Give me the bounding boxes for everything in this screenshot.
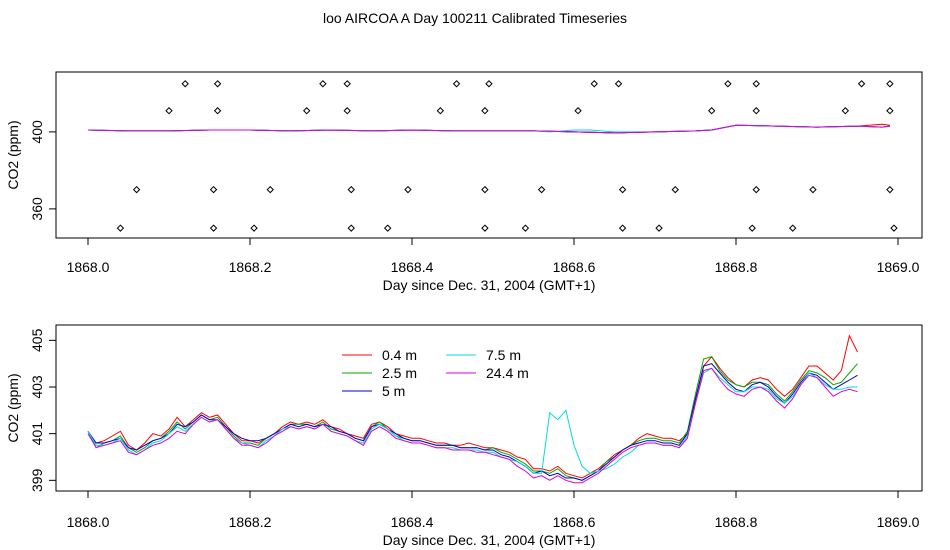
panel-1-x-tick-label: 1869.0: [877, 259, 920, 275]
panel-1-y-tick-label: 360: [29, 197, 45, 221]
panel-1-diamond-point: [886, 185, 894, 194]
legend-label: 2.5 m: [382, 365, 417, 381]
panel-1-diamond-point: [165, 107, 173, 115]
panel-2: 1868.0 1868.2 1868.4 1868.6 1868.8 1869.0 399…: [5, 324, 923, 548]
panel-1-diamond-point: [209, 185, 218, 194]
panel-1-x-tick-label: 1868.2: [229, 259, 272, 275]
panel-2-series-line-4: [87, 367, 858, 484]
panel-2-x-tick-label: 1868.8: [715, 514, 758, 530]
panel-1-diamond-point: [537, 185, 546, 194]
panel-1-series-lines: [87, 123, 890, 134]
legend-label: 5 m: [382, 383, 405, 399]
panel-1-diamond-point: [481, 185, 489, 194]
panel-1-diamond-point: [404, 185, 412, 194]
panel-1-x-tick-label: 1868.4: [391, 259, 434, 275]
panel-2-x-tick-label: 1868.4: [391, 514, 434, 530]
panel-2-x-axis-label: Day since Dec. 31, 2004 (GMT+1): [383, 532, 596, 548]
panel-1-diamond-point: [724, 80, 732, 88]
panel-1-diamond-point: [748, 224, 756, 232]
panel-2-y-tick-label: 401: [29, 422, 45, 446]
panel-1-x-tick-label: 1868.0: [67, 259, 110, 275]
panel-2-x-axis: 1868.0 1868.2 1868.4 1868.6 1868.8 1869.0: [67, 491, 920, 530]
page-title: loo AIRCOA A Day 100211 Calibrated Times…: [322, 10, 627, 26]
panel-1-diamond-point: [857, 80, 866, 88]
panel-1-diamond-point: [618, 224, 627, 232]
panel-1-diamond-point: [452, 80, 461, 88]
legend-label: 7.5 m: [486, 347, 521, 363]
panel-1-diamond-point: [213, 107, 222, 115]
panel-2-series-line-0: [87, 334, 858, 479]
panel-1-diamond-point: [752, 80, 760, 88]
panel-1-x-tick-label: 1868.6: [553, 259, 596, 275]
panel-1-y-axis: 360 400: [29, 120, 56, 221]
panel-1-diamond-point: [618, 185, 627, 194]
panel-2-x-tick-label: 1868.6: [553, 514, 596, 530]
panel-1-x-tick-label: 1868.8: [715, 259, 758, 275]
panel-1-series-line-4: [87, 124, 890, 134]
panel-1-diamond-point: [343, 107, 351, 115]
panel-1-diamond-point: [302, 107, 311, 115]
panel-1-x-axis: 1868.0 1868.2 1868.4 1868.6 1868.8 1869.0: [67, 238, 920, 275]
panel-2-y-axis-label: CO2 (ppm): [5, 373, 21, 442]
panel-1-diamond-point: [209, 224, 218, 232]
panel-1-diamond-point: [319, 80, 327, 88]
legend-label: 0.4 m: [382, 347, 417, 363]
panel-2-series-line-3: [87, 367, 858, 474]
panel-1-diamond-point: [886, 80, 894, 88]
panel-2-y-tick-label: 399: [29, 468, 45, 492]
panel-2-y-tick-label: 403: [29, 375, 45, 399]
panel-1-diamond-point: [383, 224, 392, 232]
panel-1-x-axis-label: Day since Dec. 31, 2004 (GMT+1): [383, 277, 596, 293]
panel-1-diamond-point: [809, 185, 817, 194]
panel-1-diamond-point: [752, 107, 760, 115]
panel-2-plot-frame: [55, 324, 923, 492]
panel-1-diamond-point: [481, 224, 489, 232]
panel-1-diamond-point: [132, 185, 141, 194]
panel-1-diamond-point: [213, 80, 222, 88]
panel-2-series-lines: [87, 334, 858, 484]
panel-1-diamond-point: [590, 80, 598, 88]
panel-1-diamond-point: [841, 107, 850, 115]
panel-1: 1868.0 1868.2 1868.4 1868.6 1868.8 1869.0 360…: [5, 71, 923, 293]
panel-1-y-tick-label: 400: [29, 120, 45, 144]
panel-1-diamond-point: [671, 185, 679, 194]
panel-1-diamond-point: [436, 107, 445, 115]
panel-1-diamond-point: [886, 107, 894, 115]
panel-1-diamond-point: [521, 224, 530, 232]
panel-1-diamond-point: [485, 80, 493, 88]
panel-1-diamond-point: [788, 224, 797, 232]
panel-2-series-line-2: [87, 363, 858, 481]
panel-2-x-tick-label: 1868.0: [67, 514, 110, 530]
legend-label: 24.4 m: [486, 365, 529, 381]
panel-1-diamond-point: [347, 185, 355, 194]
panel-1-plot-frame: [55, 71, 923, 239]
panel-1-diamond-point: [181, 80, 189, 88]
panel-2-legend: 0.4 m 2.5 m 5 m 7.5 m 24.4 m: [342, 347, 529, 399]
panel-1-diamond-points: [116, 80, 898, 232]
panel-1-diamond-point: [707, 107, 716, 115]
panel-2-y-axis: 399 401 403 405: [29, 328, 56, 492]
panel-1-diamond-point: [347, 224, 355, 232]
panel-1-diamond-point: [343, 80, 351, 88]
panel-1-diamond-point: [574, 107, 582, 115]
panel-1-diamond-point: [890, 224, 898, 232]
panel-1-diamond-point: [116, 224, 125, 232]
panel-1-diamond-point: [655, 224, 663, 232]
panel-1-diamond-point: [752, 185, 760, 194]
panel-1-diamond-point: [266, 185, 274, 194]
panel-1-diamond-point: [250, 224, 258, 232]
panel-1-diamond-point: [481, 107, 489, 115]
panel-2-x-tick-label: 1869.0: [877, 514, 920, 530]
panel-1-y-axis-label: CO2 (ppm): [5, 120, 21, 189]
panel-1-diamond-point: [614, 80, 623, 88]
panel-2-x-tick-label: 1868.2: [229, 514, 272, 530]
panel-2-y-tick-label: 405: [29, 328, 45, 352]
